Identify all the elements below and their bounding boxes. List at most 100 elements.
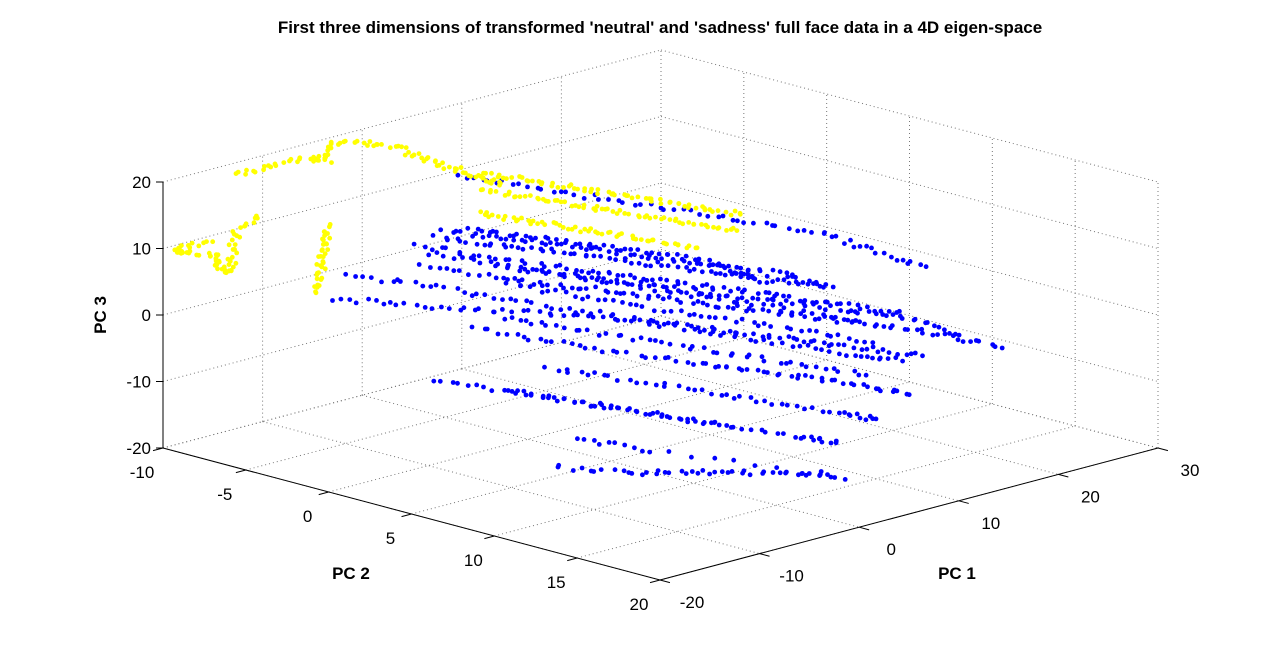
z-tick-label: 10 [132, 240, 151, 259]
data-point-neutral [393, 302, 399, 308]
data-point-neutral [790, 344, 796, 350]
data-point-neutral [614, 251, 619, 257]
data-point-neutral [748, 427, 754, 433]
data-point-sadness [645, 238, 650, 244]
data-point-neutral [862, 339, 867, 345]
data-point-neutral [811, 437, 816, 443]
data-point-neutral [387, 300, 393, 305]
data-point-neutral [490, 228, 496, 234]
data-point-neutral [548, 240, 553, 246]
data-point-neutral [741, 220, 746, 226]
data-point-neutral [976, 338, 982, 344]
data-point-sadness [312, 284, 317, 289]
data-point-neutral [685, 419, 691, 425]
data-point-neutral [784, 270, 790, 276]
data-point-neutral [817, 473, 822, 478]
data-point-neutral [539, 320, 545, 325]
data-point-neutral [900, 257, 906, 263]
data-point-neutral [486, 233, 492, 239]
data-point-neutral [722, 272, 728, 278]
z-axis-title: PC 3 [91, 296, 110, 334]
data-point-neutral [858, 354, 864, 359]
data-point-sadness [565, 226, 571, 232]
data-point-neutral [889, 254, 894, 260]
data-point-sadness [661, 215, 667, 221]
data-point-sadness [251, 220, 257, 226]
data-point-neutral [835, 369, 841, 374]
data-point-neutral [465, 383, 471, 388]
x-tick-mark [759, 553, 770, 557]
data-point-sadness [328, 141, 334, 147]
data-point-neutral [842, 477, 848, 482]
data-point-sadness [734, 228, 740, 234]
data-point-sadness [341, 139, 347, 145]
data-point-neutral [801, 228, 807, 233]
data-point-neutral [870, 355, 875, 361]
data-points [172, 138, 1005, 482]
data-point-neutral [558, 282, 564, 288]
data-point-neutral [368, 275, 374, 280]
data-point-neutral [688, 294, 694, 300]
data-point-neutral [805, 342, 811, 348]
data-point-neutral [515, 245, 521, 251]
data-point-neutral [781, 431, 786, 436]
data-point-neutral [734, 264, 740, 270]
data-point-neutral [450, 380, 456, 385]
data-point-neutral [632, 252, 637, 257]
data-point-neutral [863, 417, 869, 423]
data-point-sadness [680, 221, 686, 227]
data-point-neutral [652, 355, 658, 361]
data-point-neutral [569, 285, 575, 291]
data-point-neutral [521, 308, 527, 314]
data-point-neutral [702, 327, 707, 333]
data-point-sadness [637, 214, 642, 220]
data-point-neutral [548, 339, 554, 345]
data-point-neutral [811, 338, 817, 343]
data-point-neutral [821, 312, 826, 317]
data-point-neutral [605, 289, 611, 295]
data-point-neutral [518, 283, 523, 288]
data-point-neutral [742, 332, 747, 338]
data-point-neutral [638, 286, 643, 291]
data-point-sadness [502, 213, 508, 219]
data-point-neutral [551, 395, 557, 400]
data-point-neutral [833, 314, 838, 320]
data-point-neutral [880, 347, 886, 352]
data-point-neutral [596, 297, 601, 303]
data-point-neutral [755, 367, 761, 373]
data-point-neutral [714, 350, 720, 356]
side-wall-grid-line [660, 182, 1159, 316]
data-point-neutral [778, 301, 783, 307]
data-point-sadness [425, 155, 431, 160]
data-point-sadness [517, 194, 523, 200]
data-point-neutral [509, 243, 515, 249]
data-point-neutral [716, 422, 722, 428]
axis-lines [152, 181, 1169, 584]
data-point-neutral [621, 290, 627, 296]
data-point-neutral [675, 264, 681, 270]
data-point-neutral [360, 274, 365, 280]
data-point-neutral [687, 346, 693, 352]
data-point-neutral [639, 254, 645, 260]
data-point-neutral [886, 309, 892, 314]
data-point-neutral [625, 281, 630, 287]
data-point-sadness [536, 196, 541, 202]
data-point-neutral [591, 469, 597, 474]
data-point-neutral [757, 267, 762, 272]
data-point-neutral [500, 297, 505, 302]
data-point-neutral [561, 339, 567, 344]
x-tick-label: -20 [680, 593, 705, 612]
data-point-neutral [751, 331, 756, 337]
data-point-neutral [655, 259, 661, 265]
data-point-neutral [561, 325, 567, 331]
data-point-neutral [730, 217, 736, 223]
data-point-neutral [832, 377, 838, 383]
data-point-neutral [683, 253, 689, 259]
data-point-neutral [692, 326, 698, 332]
data-point-sadness [723, 209, 729, 215]
data-point-sadness [222, 267, 228, 273]
data-point-neutral [730, 306, 736, 311]
data-point-neutral [598, 253, 603, 259]
data-point-neutral [893, 355, 899, 361]
data-point-neutral [596, 270, 601, 276]
